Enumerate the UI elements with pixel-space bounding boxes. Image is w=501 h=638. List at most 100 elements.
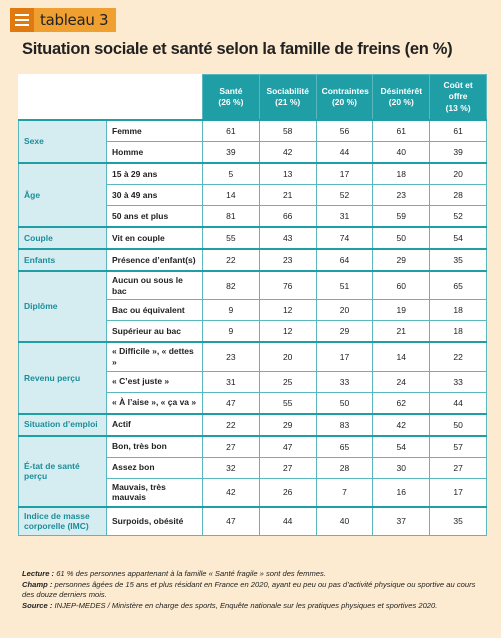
value-cell: 61 [429, 119, 487, 142]
value-cell: 14 [202, 184, 260, 206]
data-table: Santé (26 %) Sociabilité (21 %) Contraintes(… [18, 74, 487, 536]
value-cell: 55 [258, 391, 317, 414]
value-cell: 62 [372, 391, 431, 414]
note: Lecture : 61 % des personnes appartenant… [22, 569, 487, 580]
value-cell: 28 [429, 184, 487, 206]
value-cell: 44 [429, 391, 487, 414]
value-cell: 29 [315, 320, 374, 343]
header-row: Santé (26 %) Sociabilité (21 %) Contraintes(… [19, 74, 487, 121]
value-cell: 56 [315, 119, 374, 142]
row-label: Bac ou équivalent [106, 299, 203, 322]
value-cell: 42 [372, 412, 431, 436]
row-label: « C’est juste » [106, 370, 203, 393]
value-cell: 65 [429, 270, 487, 301]
value-cell: 58 [258, 119, 317, 142]
value-cell: 50 [372, 226, 431, 250]
group-label: Enfants [18, 248, 107, 272]
value-cell: 47 [258, 434, 317, 458]
value-cell: 74 [315, 226, 374, 250]
table-row: Supérieur au bac 9 12 29 21 18 [19, 320, 487, 343]
table-row: Situation d’emploi Actif 22 29 83 42 50 [18, 412, 487, 436]
row-label: 30 à 49 ans [106, 184, 203, 206]
value-cell: 27 [429, 456, 487, 479]
table-row: Couple Vit en couple 55 43 74 50 54 [18, 226, 487, 250]
blank-cell [19, 75, 107, 121]
table-row: « À l’aise », « ça va » 47 55 50 62 44 [19, 391, 487, 414]
row-label: Bon, très bon [106, 434, 203, 458]
table-row: É-tat de santé perçu Bon, très bon 27 47 65 5… [18, 434, 487, 508]
value-cell: 52 [315, 184, 374, 206]
column-name: Coût et offre [443, 80, 473, 102]
value-cell: 25 [258, 370, 317, 393]
value-cell: 9 [202, 320, 260, 343]
value-cell: 43 [258, 226, 317, 250]
note-label: Source : [22, 600, 53, 610]
value-cell: 18 [372, 162, 431, 185]
group-label: Revenu perçu [18, 341, 107, 415]
row-label: Surpoids, obésité [106, 505, 203, 536]
table-row: 30 à 49 ans 14 21 52 23 28 [19, 184, 487, 206]
column-name: Contraintes [321, 85, 369, 96]
value-cell: 31 [315, 205, 374, 228]
value-cell: 61 [372, 119, 431, 142]
row-label: Présence d’enfant(s) [106, 248, 203, 272]
note-text: 61 % des personnes appartenant à la fami… [56, 569, 326, 578]
table-row: Diplôme Aucun ou sous le bac 82 76 51 60 65 [18, 269, 487, 343]
value-cell: 7 [315, 477, 374, 508]
group-label: Sexe [18, 119, 107, 164]
table-row: « C’est juste » 31 25 33 24 33 [19, 370, 487, 393]
group-label: Indice de masse corporelle (IMC) [18, 505, 107, 536]
value-cell: 52 [429, 205, 487, 228]
column-name: Sociabilité [266, 85, 309, 96]
note: Source : INJEP-MEDES / Ministère en char… [22, 601, 487, 612]
column-share: (20 %) [388, 97, 414, 107]
value-cell: 33 [315, 370, 374, 393]
note-label: Lecture : [22, 569, 55, 578]
value-cell: 27 [202, 434, 260, 458]
value-cell: 20 [258, 341, 317, 372]
value-cell: 20 [429, 162, 487, 185]
table-row: Indice de masse corporelle (IMC) Surpoids… [18, 505, 487, 536]
row-label: Homme [106, 141, 203, 164]
column-share: (26 %) [218, 97, 244, 107]
value-cell: 23 [258, 248, 317, 272]
value-cell: 31 [202, 370, 260, 393]
note-text: INJEP-MEDES / Ministère en charge des sp… [54, 600, 438, 610]
row-label: Aucun ou sous le bac [106, 270, 203, 301]
column-name: Désintérêt [380, 85, 423, 96]
column-share: (13 %) [445, 102, 471, 113]
value-cell: 28 [315, 456, 374, 479]
value-cell: 17 [429, 477, 487, 508]
table-row: Mauvais, très mauvais 42 26 7 16 17 [19, 477, 487, 508]
value-cell: 50 [429, 412, 487, 436]
value-cell: 66 [258, 205, 317, 228]
group-label: Couple [18, 226, 107, 250]
value-cell: 40 [315, 505, 374, 536]
title: Situation sociale et santé selon la fami… [22, 40, 453, 58]
group-label: Diplôme [18, 269, 107, 343]
column-name: Santé [219, 85, 243, 96]
value-cell: 65 [315, 434, 374, 458]
row-label: Vit en couple [106, 226, 203, 250]
table-body: Sexe Femme 61 58 56 61 61 Homme 39 42 44 40 39 Âge 15 … [18, 119, 487, 536]
value-cell: 44 [315, 141, 374, 164]
column-share: (21 %) [275, 97, 301, 107]
value-cell: 76 [258, 270, 317, 301]
value-cell: 83 [315, 412, 374, 436]
value-cell: 54 [372, 434, 431, 458]
value-cell: 47 [202, 505, 260, 536]
value-cell: 21 [372, 320, 431, 343]
value-cell: 16 [372, 477, 431, 508]
table-row: Revenu perçu « Difficile », « dettes » 23 2… [18, 341, 487, 415]
value-cell: 29 [372, 248, 431, 272]
value-cell: 54 [429, 226, 487, 250]
value-cell: 35 [429, 248, 487, 272]
value-cell: 42 [202, 477, 260, 508]
table-row: Assez bon 32 27 28 30 27 [19, 456, 487, 479]
value-cell: 60 [372, 270, 431, 301]
column-share: (20 %) [331, 97, 358, 107]
group-label: Situation d’emploi [18, 412, 107, 436]
value-cell: 39 [429, 141, 487, 164]
value-cell: 61 [202, 119, 260, 142]
group-label: Âge [18, 162, 107, 228]
